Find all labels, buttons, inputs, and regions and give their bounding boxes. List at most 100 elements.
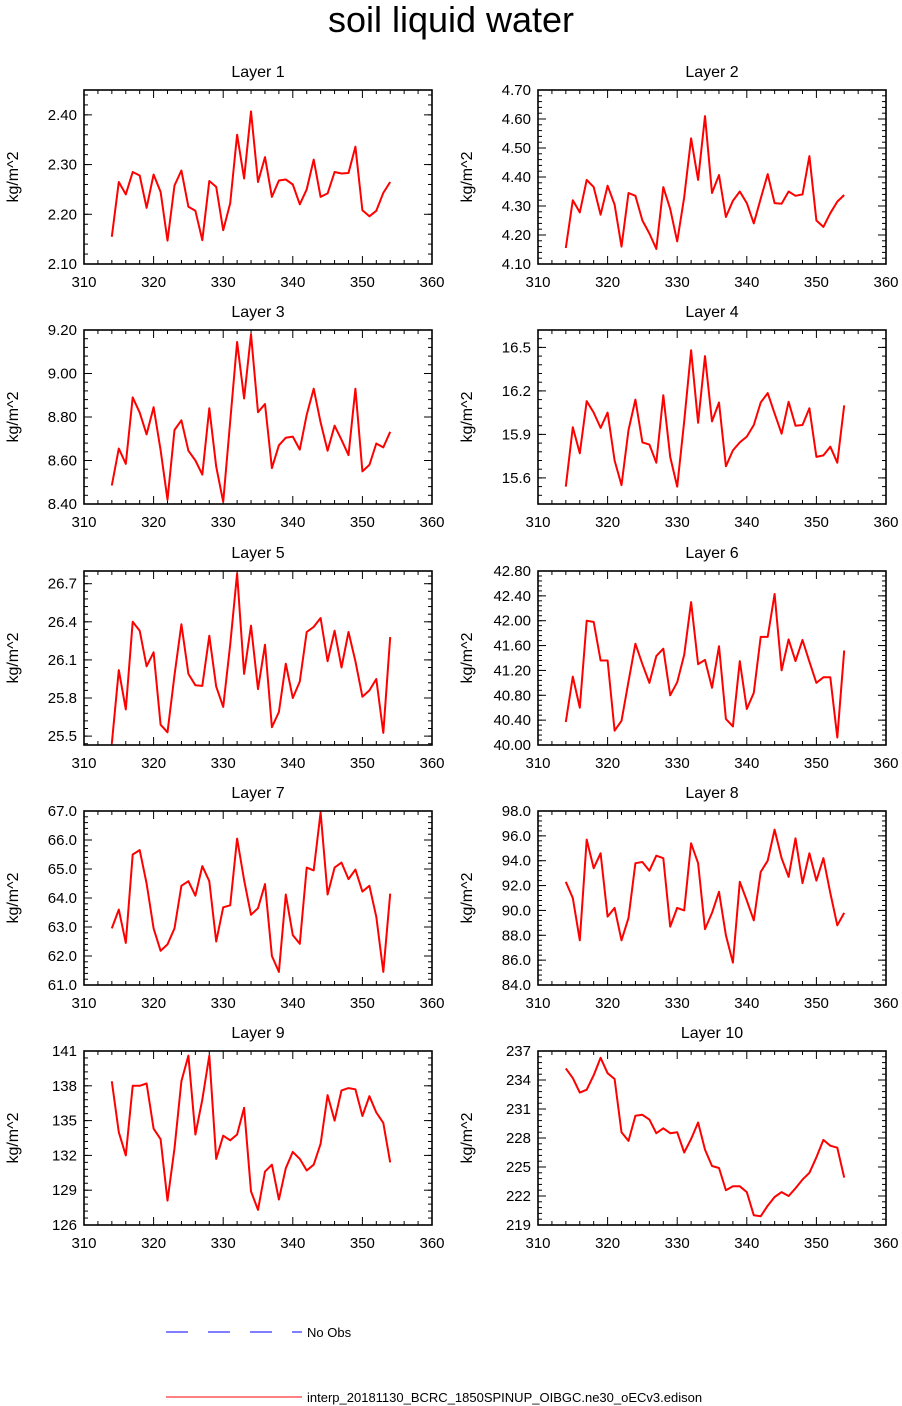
panel-layer-1: Layer 1 kg/m^2 310 320 330 340 350 360 2.10 2.20 2… (5, 64, 445, 291)
x-tick-label: 350 (350, 995, 375, 1012)
y-tick-label: 86.0 (502, 952, 531, 969)
y-tick-label: 225 (506, 1159, 531, 1176)
data-series-line (110, 110, 392, 242)
panel-layer-2: Layer 2 kg/m^2 310 320 330 340 350 360 4.10 4.20 4… (459, 64, 899, 291)
x-tick-label: 320 (595, 995, 620, 1012)
y-tick-label: 41.20 (493, 662, 531, 679)
x-tick-label: 350 (804, 1235, 829, 1252)
y-tick-label: 62.0 (48, 948, 77, 965)
x-tick-label: 350 (350, 1235, 375, 1252)
y-tick-label: 25.5 (48, 728, 77, 745)
y-tick-label: 42.40 (493, 588, 531, 605)
x-tick-label: 360 (419, 514, 444, 531)
x-tick-label: 350 (804, 995, 829, 1012)
y-tick-label: 8.40 (48, 496, 77, 513)
x-tick-label: 340 (280, 274, 305, 291)
plot-frame (83, 89, 433, 265)
panel-title: Layer 9 (231, 1025, 284, 1042)
plot-frame (83, 810, 433, 986)
data-series-line (110, 333, 392, 503)
x-tick-label: 330 (665, 514, 690, 531)
panel-title: Layer 3 (231, 304, 284, 321)
y-axis-label: kg/m^2 (5, 1112, 22, 1163)
y-tick-label: 84.0 (502, 977, 531, 994)
y-tick-label: 138 (52, 1078, 77, 1095)
y-axis-label: kg/m^2 (459, 632, 476, 683)
y-tick-label: 219 (506, 1217, 531, 1234)
plot-frame (537, 810, 887, 986)
y-tick-label: 2.30 (48, 157, 77, 174)
y-axis-label: kg/m^2 (459, 872, 476, 923)
x-tick-label: 330 (211, 1235, 236, 1252)
y-tick-label: 129 (52, 1182, 77, 1199)
x-tick-label: 360 (873, 1235, 898, 1252)
x-tick-label: 350 (350, 755, 375, 772)
y-tick-label: 40.40 (493, 712, 531, 729)
y-tick-label: 2.10 (48, 256, 77, 273)
x-tick-label: 360 (419, 755, 444, 772)
x-tick-label: 320 (141, 274, 166, 291)
data-series-line (110, 1054, 392, 1211)
y-tick-label: 65.0 (48, 861, 77, 878)
y-tick-label: 98.0 (502, 803, 531, 820)
x-tick-label: 310 (71, 755, 96, 772)
y-tick-label: 15.9 (502, 426, 531, 443)
y-axis-label: kg/m^2 (5, 872, 22, 923)
x-tick-label: 350 (804, 755, 829, 772)
x-tick-label: 330 (665, 995, 690, 1012)
y-tick-label: 126 (52, 1217, 77, 1234)
y-tick-label: 42.80 (493, 563, 531, 580)
data-series-line (564, 593, 846, 739)
y-tick-label: 237 (506, 1043, 531, 1060)
panel-title: Layer 1 (231, 64, 284, 81)
x-tick-label: 340 (734, 514, 759, 531)
plot-frame (537, 329, 887, 505)
data-series-line (110, 572, 392, 744)
panel-title: Layer 4 (685, 304, 738, 321)
y-axis-label: kg/m^2 (5, 391, 22, 442)
data-series-line (564, 828, 846, 964)
y-tick-label: 231 (506, 1101, 531, 1118)
y-tick-label: 4.50 (502, 140, 531, 157)
y-tick-label: 96.0 (502, 828, 531, 845)
panel-title: Layer 2 (685, 64, 738, 81)
x-tick-label: 350 (350, 514, 375, 531)
plot-frame (537, 1050, 887, 1226)
plot-frame (83, 1050, 433, 1226)
y-axis-label: kg/m^2 (459, 391, 476, 442)
x-tick-label: 340 (734, 995, 759, 1012)
panel-layer-7: Layer 7 kg/m^2 310 320 330 340 350 360 61.0 62.0 6… (5, 785, 445, 1012)
x-tick-label: 360 (419, 995, 444, 1012)
y-tick-label: 4.10 (502, 256, 531, 273)
figure-title: soil liquid water (327, 0, 575, 40)
y-tick-label: 4.20 (502, 227, 531, 244)
x-tick-label: 320 (595, 755, 620, 772)
x-tick-label: 340 (734, 755, 759, 772)
x-tick-label: 330 (211, 755, 236, 772)
panel-layer-4: Layer 4 kg/m^2 310 320 330 340 350 360 15.6 15.9 1… (459, 304, 899, 531)
x-tick-label: 350 (350, 274, 375, 291)
x-tick-label: 310 (71, 995, 96, 1012)
panel-title: Layer 6 (685, 545, 738, 562)
x-tick-label: 330 (665, 755, 690, 772)
x-tick-label: 310 (71, 514, 96, 531)
plot-frame (83, 329, 433, 505)
y-tick-label: 15.6 (502, 470, 531, 487)
x-tick-label: 330 (211, 274, 236, 291)
y-tick-label: 63.0 (48, 919, 77, 936)
y-tick-label: 40.80 (493, 687, 531, 704)
x-tick-label: 320 (595, 514, 620, 531)
x-tick-label: 320 (595, 274, 620, 291)
x-tick-label: 320 (141, 1235, 166, 1252)
y-tick-label: 9.20 (48, 322, 77, 339)
x-tick-label: 320 (595, 1235, 620, 1252)
y-tick-label: 8.60 (48, 453, 77, 470)
y-tick-label: 90.0 (502, 902, 531, 919)
x-tick-label: 310 (525, 995, 550, 1012)
x-tick-label: 360 (419, 274, 444, 291)
y-tick-label: 234 (506, 1072, 531, 1089)
x-tick-label: 340 (280, 995, 305, 1012)
panel-layer-10: Layer 10 kg/m^2 310 320 330 340 350 360 219 222 22… (459, 1025, 899, 1252)
y-tick-label: 61.0 (48, 977, 77, 994)
